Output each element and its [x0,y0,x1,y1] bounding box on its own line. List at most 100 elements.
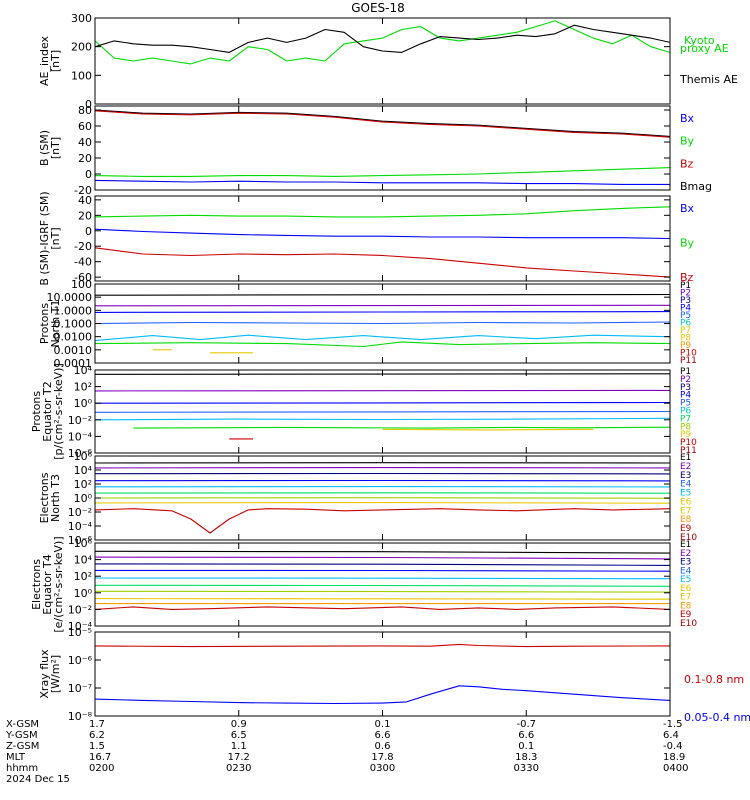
series-bx [95,179,670,185]
ephemeris-value: 17.2 [227,752,250,763]
ephemeris-value: 6.6 [374,730,391,741]
ephemeris-value: -0.7 [516,719,537,730]
y-tick-label: 10⁰ [74,587,93,600]
panel-frame [94,542,671,627]
y-tick-label: 10⁴ [74,464,93,477]
legend-entry: P5 [680,311,691,321]
legend-entry: P6 [680,319,691,329]
ephemeris-value: 1.5 [89,741,105,752]
panel-b_sm: -20 0 20 40 60 80 B (SM)[nT] Bx By Bz Bmag [38,104,712,197]
y-tick-label: 10⁻⁸ [68,710,93,723]
series-e9 [95,508,670,534]
series-p3 [95,304,670,307]
panel-p_t2: 10⁻⁶ 10⁻⁴ 10⁻² 10⁰ 10² 10⁴ ProtonsEquator T2[p… [30,363,697,460]
y-axis-label-line: Equator T4 [41,554,54,614]
y-tick-label: 10⁻² [68,414,92,427]
legend-entry: By [680,135,695,148]
legend-entry: E1 [680,453,691,463]
series-group [95,462,670,534]
y-axis-label-line: [nT] [49,227,62,249]
ephemeris-row-label: Y-GSM [6,730,38,741]
ephemeris-value: 0200 [89,763,115,774]
series-by [95,206,670,218]
legend: 0.1-0.8 nm 0.05-0.4 nm [684,673,750,724]
plot-title: GOES-18 [351,1,405,15]
legend-entry: P10 [680,438,697,448]
series-e7 [95,497,670,499]
series-p7 [133,426,670,429]
series-e1 [95,550,670,554]
y-tick-label: 10⁶ [74,537,93,550]
legend-entry: P4 [680,304,691,314]
y-tick-label: 0.0001 [54,357,93,370]
series-group [95,643,670,705]
series-0-1-0-8-nm [95,643,670,648]
y-tick-label: 10⁻⁴ [68,520,93,533]
series-e3 [95,563,670,566]
legend-entry: E5 [680,489,691,499]
y-tick-label: -60 [74,271,92,284]
y-tick-label: -40 [74,256,92,269]
legend-entry: P3 [680,383,691,393]
ephemeris-value: 1.7 [89,719,105,730]
series-p4 [95,401,670,404]
y-tick-label: 80 [78,104,92,117]
legend-entry: Themis AE [679,73,738,86]
ephemeris-value: 0.9 [230,719,247,730]
panel-frame [94,17,671,105]
y-axis-label-line: Electrons [30,559,43,610]
legend-entry: Bz [680,157,694,170]
series-p5 [95,410,670,413]
y-tick-label: 10⁴ [74,364,93,377]
series-0-05-0-4-nm [95,685,670,705]
series-bmag [95,109,670,137]
y-tick-label: 0 [85,98,92,111]
ephemeris-value: -1.5 [663,719,683,730]
panel-xray: 10⁻⁸ 10⁻⁷ 10⁻⁶ 10⁻⁵ Xray flux[W/m²] 0.1-0.8 n… [38,626,750,724]
ephemeris-value: 18.3 [515,752,538,763]
series-e10 [95,606,670,610]
y-axis-label-line: North T1 [49,300,62,348]
legend-entry: By [680,237,695,250]
ephemeris-value: 6.6 [518,730,535,741]
legend-entry: E7 [680,506,691,516]
series-e5 [95,577,670,580]
y-tick-label: 100 [71,69,92,82]
y-axis-label: ProtonsNorth T1 [38,300,62,348]
y-tick-label: 0.1000 [54,318,93,331]
ephemeris-value: 18.9 [663,752,686,763]
y-tick-label: 10⁰ [74,492,93,505]
legend-entry: P10 [680,349,697,359]
ephemeris-value: 0.1 [374,719,391,730]
y-tick-label: 10⁻⁵ [68,626,92,639]
series-group [95,109,670,185]
series-e8 [95,598,670,600]
ephemeris-row-label: X-GSM [6,719,40,730]
series-bz [95,110,670,138]
y-tick-label: 10⁻⁶ [68,654,93,667]
series-by [95,167,670,177]
y-axis-label: Xray flux[W/m²] [38,649,62,699]
y-axis-label-line: [nT] [49,50,62,72]
y-tick-label: 0.0010 [54,344,93,357]
legend-entry: Bx [680,112,695,125]
series-p4 [95,311,670,313]
panel-frame [94,105,671,191]
series-bz [95,247,670,278]
y-tick-label: 10² [74,478,92,491]
legend-entry: P8 [680,422,691,432]
series-p5 [95,321,670,325]
y-tick-label: 10⁰ [74,397,93,410]
series-group [95,293,670,354]
legend-entry: 0.1-0.8 nm [684,673,744,686]
legend-entry: proxy AE [680,42,729,55]
ephemeris-value: 16.7 [89,752,112,763]
legend-entry: Bz [680,271,694,284]
ephemeris-value: 6.4 [663,730,679,741]
y-axis-label-line: Protons [30,391,43,432]
